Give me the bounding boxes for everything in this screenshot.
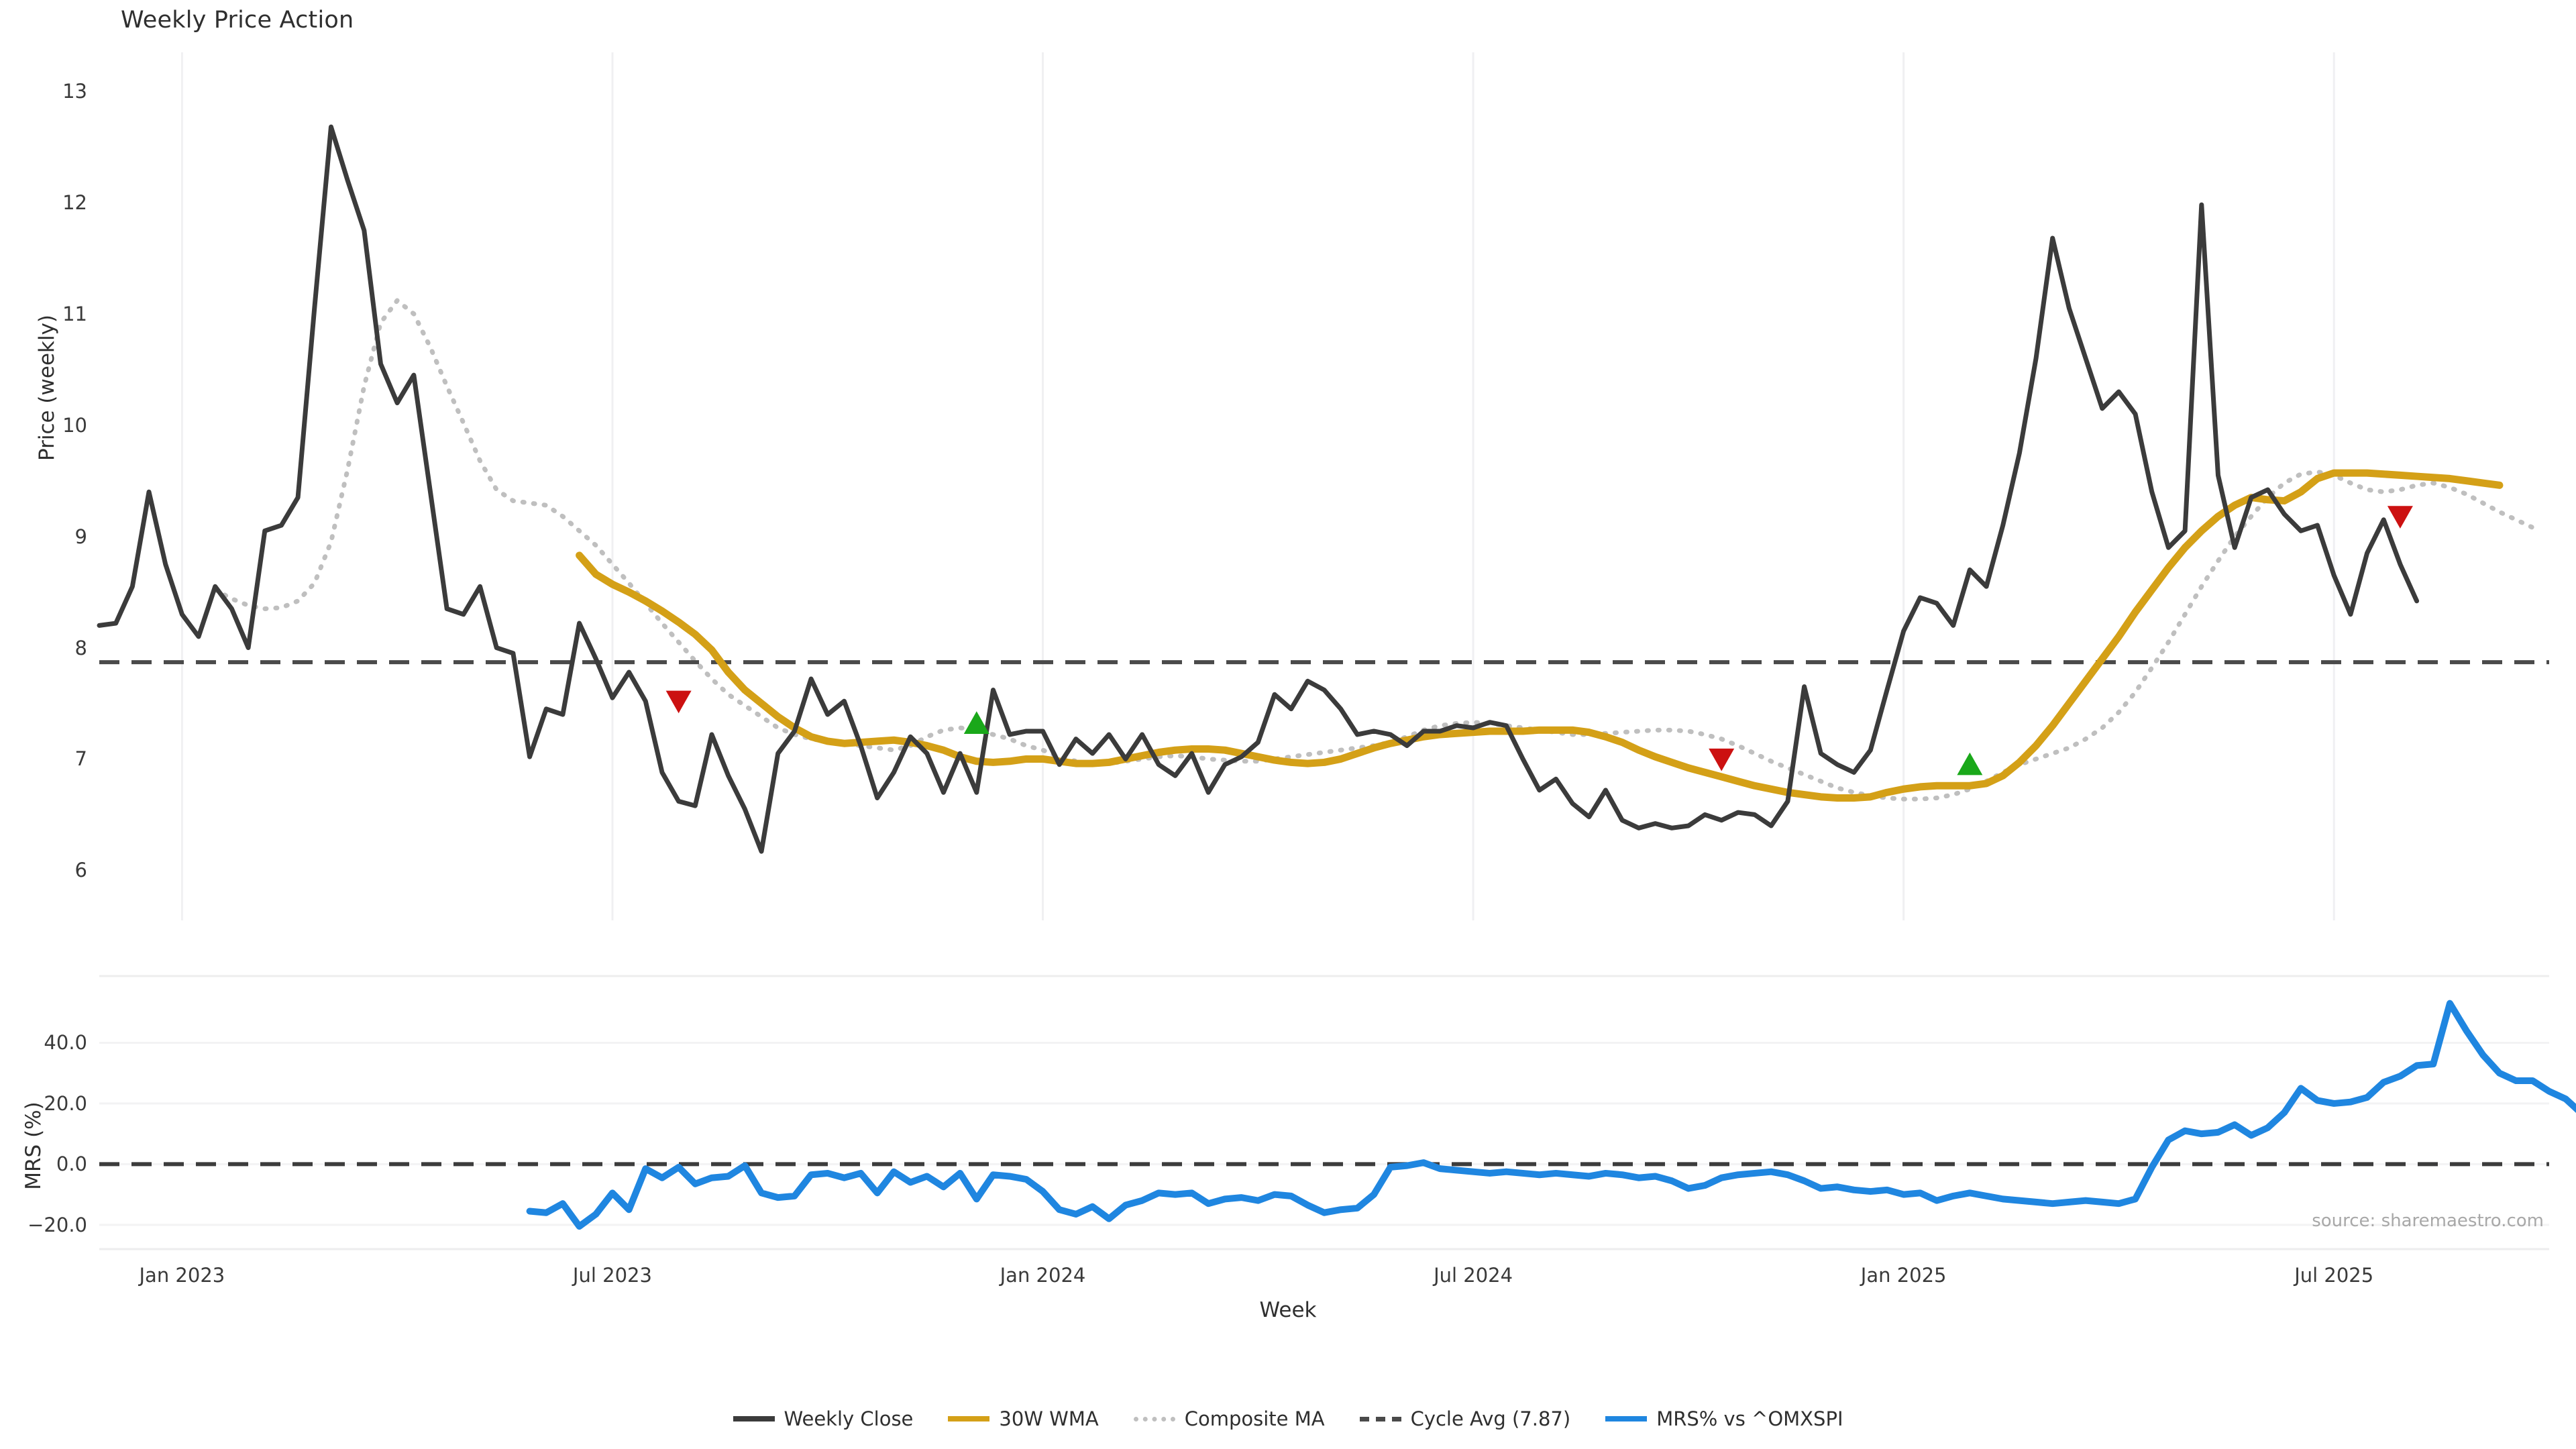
mrs-axis-label: MRS (%): [21, 1102, 46, 1190]
legend-swatch-icon-1: [948, 1416, 990, 1421]
price-axis-label: Price (weekly): [35, 314, 59, 462]
mrs-ytick-0: −20.0: [28, 1213, 87, 1236]
price-ytick-2: 8: [74, 636, 87, 659]
legend-swatch-icon-4: [1605, 1416, 1648, 1421]
signal-markers-group: [665, 506, 2413, 775]
xtick-3: Jul 2024: [1434, 1264, 1513, 1287]
legend-label-2: Composite MA: [1184, 1407, 1325, 1430]
xtick-2: Jan 2024: [1000, 1264, 1086, 1287]
mrs-line: [526, 1000, 2576, 1230]
chart-legend: Weekly Close 30W WMA Composite MA Cycle Avg…: [0, 1407, 2576, 1430]
legend-item-1[interactable]: 30W WMA: [948, 1407, 1099, 1430]
mrs-ytick-2: 20.0: [44, 1091, 87, 1115]
legend-item-2[interactable]: Composite MA: [1133, 1407, 1325, 1430]
legend-label-4: MRS% vs ^OMXSPI: [1656, 1407, 1843, 1430]
price-ytick-3: 9: [74, 525, 87, 548]
sell-marker-0: [665, 690, 692, 714]
price-ytick-4: 10: [62, 413, 87, 437]
price-ytick-5: 11: [62, 302, 87, 325]
xtick-5: Jul 2025: [2294, 1264, 2374, 1287]
mrs-series-group: [99, 1000, 2576, 1230]
legend-label-1: 30W WMA: [999, 1407, 1099, 1430]
x-axis-label: Week: [1259, 1298, 1317, 1322]
legend-item-4[interactable]: MRS% vs ^OMXSPI: [1605, 1407, 1843, 1430]
buy-marker-1: [963, 711, 989, 734]
mrs-ytick-3: 40.0: [44, 1031, 87, 1055]
price-ytick-0: 6: [74, 859, 87, 882]
weekly-close-line: [97, 124, 2420, 854]
wma-30w-line: [576, 469, 2504, 802]
legend-swatch-icon-0: [733, 1416, 775, 1421]
price-ytick-7: 13: [62, 80, 87, 103]
legend-label-3: Cycle Avg (7.87): [1410, 1407, 1571, 1430]
xtick-1: Jul 2023: [572, 1264, 652, 1287]
buy-marker-3: [1957, 752, 1983, 775]
sell-marker-2: [1709, 748, 1735, 771]
legend-item-3[interactable]: Cycle Avg (7.87): [1359, 1407, 1571, 1430]
mrs-ytick-1: 0.0: [56, 1152, 87, 1176]
xtick-0: Jan 2023: [139, 1264, 225, 1287]
legend-swatch-icon-2: [1133, 1416, 1175, 1421]
source-watermark: source: sharemaestro.com: [2312, 1211, 2544, 1231]
legend-label-0: Weekly Close: [784, 1407, 914, 1430]
price-series-group: [97, 124, 2549, 854]
price-ytick-1: 7: [74, 747, 87, 771]
price-ytick-6: 12: [62, 191, 87, 214]
legend-item-0[interactable]: Weekly Close: [733, 1407, 914, 1430]
xtick-4: Jan 2025: [1860, 1264, 1947, 1287]
price-gridlines: [180, 52, 2335, 920]
chart-title: Weekly Price Action: [121, 7, 354, 34]
legend-swatch-icon-3: [1359, 1416, 1401, 1421]
sell-marker-4: [2387, 506, 2413, 529]
mrs-gridlines: [99, 975, 2549, 1250]
